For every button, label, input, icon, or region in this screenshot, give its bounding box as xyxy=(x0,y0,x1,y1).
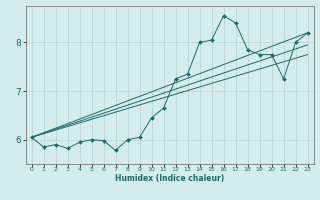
X-axis label: Humidex (Indice chaleur): Humidex (Indice chaleur) xyxy=(115,174,224,183)
